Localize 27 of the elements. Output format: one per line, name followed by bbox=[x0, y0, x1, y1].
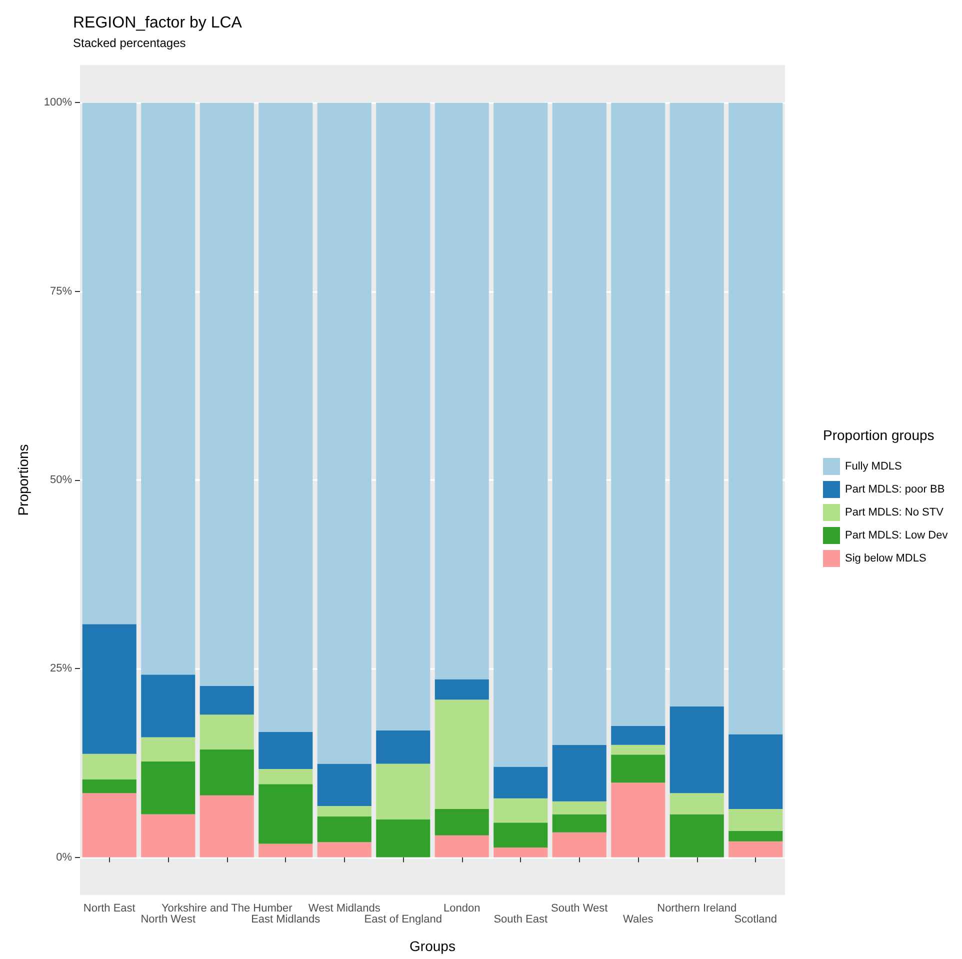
x-tick-label: Scotland bbox=[734, 914, 778, 926]
x-tick-label: North East bbox=[83, 902, 136, 914]
x-tick-label: London bbox=[444, 902, 480, 914]
chart-title: REGION_factor by LCA bbox=[73, 14, 242, 32]
x-tick-label: South East bbox=[494, 914, 548, 926]
legend-label: Part MDLS: No STV bbox=[845, 506, 944, 518]
x-tick-label: East Midlands bbox=[251, 914, 321, 926]
legend-label: Fully MDLS bbox=[845, 460, 902, 472]
x-tick-label: South West bbox=[551, 902, 608, 914]
y-tick-label: 50% bbox=[50, 474, 72, 486]
legend-label: Sig below MDLS bbox=[845, 552, 926, 564]
y-tick-label: 75% bbox=[50, 285, 72, 298]
y-tick-label: 0% bbox=[56, 851, 72, 864]
y-axis-title: Proportions bbox=[15, 444, 31, 516]
x-tick-label: Northern Ireland bbox=[657, 902, 737, 914]
x-tick-label: West Midlands bbox=[308, 902, 381, 914]
legend-title: Proportion groups bbox=[823, 427, 934, 443]
x-tick-label: Wales bbox=[623, 914, 654, 926]
legend-label: Part MDLS: Low Dev bbox=[845, 530, 948, 542]
x-tick-label: Yorkshire and The Humber bbox=[161, 902, 293, 914]
x-tick-label: North West bbox=[140, 914, 196, 926]
x-tick-label: East of England bbox=[364, 914, 442, 926]
x-axis-title: Groups bbox=[410, 938, 456, 954]
legend-label: Part MDLS: poor BB bbox=[845, 484, 945, 496]
y-tick-label: 100% bbox=[44, 96, 72, 109]
chart-subtitle: Stacked percentages bbox=[73, 36, 186, 50]
y-tick-label: 25% bbox=[50, 662, 72, 675]
